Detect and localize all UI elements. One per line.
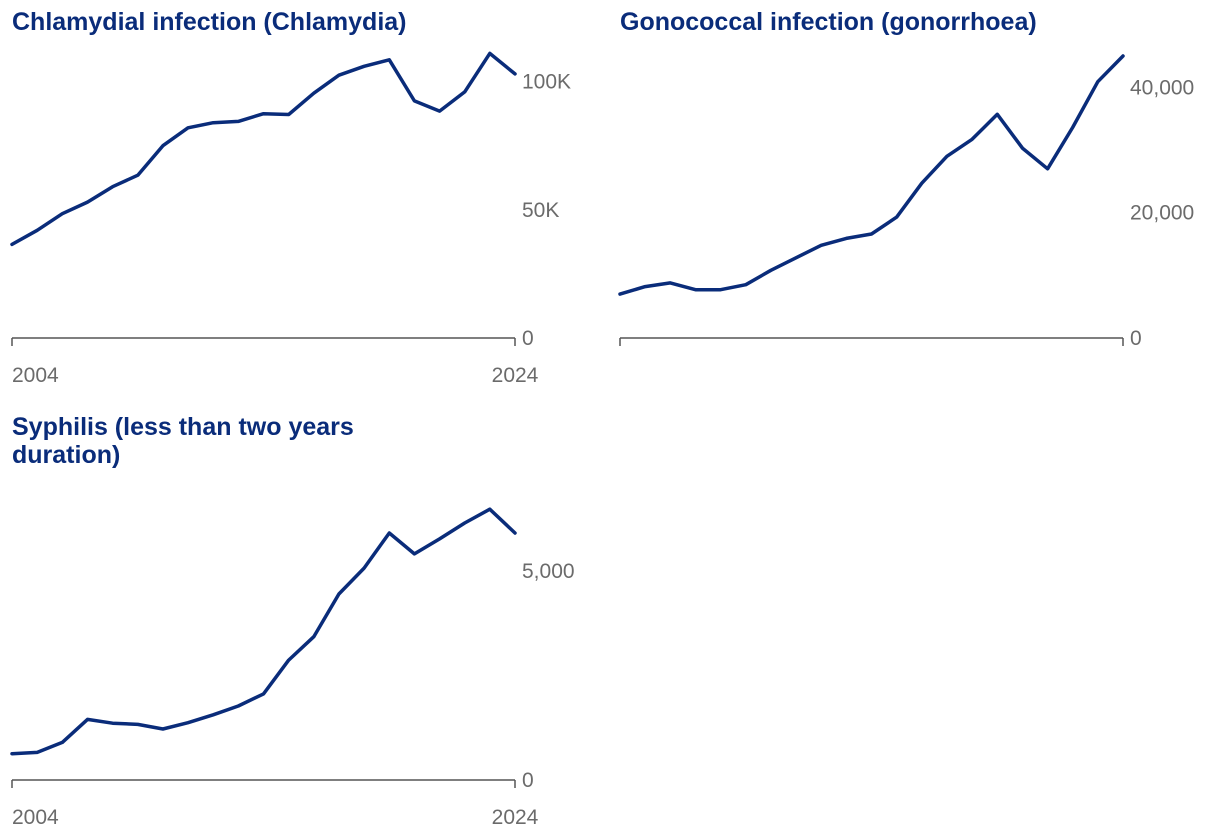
y-tick-label: 0 — [522, 769, 534, 792]
series-line — [10, 507, 517, 756]
x-tick-label: 2024 — [492, 806, 539, 829]
chart-panel-chlamydia: Chlamydial infection (Chlamydia) 0 50K 100… — [0, 0, 600, 400]
series-line — [618, 54, 1125, 296]
x-tick-label: 2004 — [12, 806, 59, 829]
series-line — [10, 51, 517, 247]
y-tick-label: 50K — [522, 199, 559, 222]
chart-title: Syphilis (less than two years duration) — [12, 413, 354, 469]
y-tick-label: 20,000 — [1130, 202, 1194, 225]
chart-title: Gonococcal infection (gonorrhoea) — [620, 8, 1037, 36]
chart-panel-gonorrhoea: Gonococcal infection (gonorrhoea) 0 20,00… — [608, 0, 1220, 400]
chart-panel-syphilis: Syphilis (less than two years duration) … — [0, 410, 600, 836]
chart-svg: 0 20,000 40,000 — [618, 54, 1194, 350]
y-tick-label: 5,000 — [522, 560, 575, 583]
y-tick-label: 40,000 — [1130, 76, 1194, 99]
chart-svg: 0 5,000 2004 2024 — [10, 507, 575, 829]
y-tick-label: 100K — [522, 71, 571, 94]
y-tick-label: 0 — [1130, 327, 1142, 350]
x-tick-label: 2004 — [12, 364, 59, 387]
chart-svg: 0 50K 100K 2004 2024 — [10, 51, 571, 387]
y-tick-label: 0 — [522, 327, 534, 350]
chart-title: Chlamydial infection (Chlamydia) — [12, 8, 407, 36]
x-tick-label: 2024 — [492, 364, 539, 387]
